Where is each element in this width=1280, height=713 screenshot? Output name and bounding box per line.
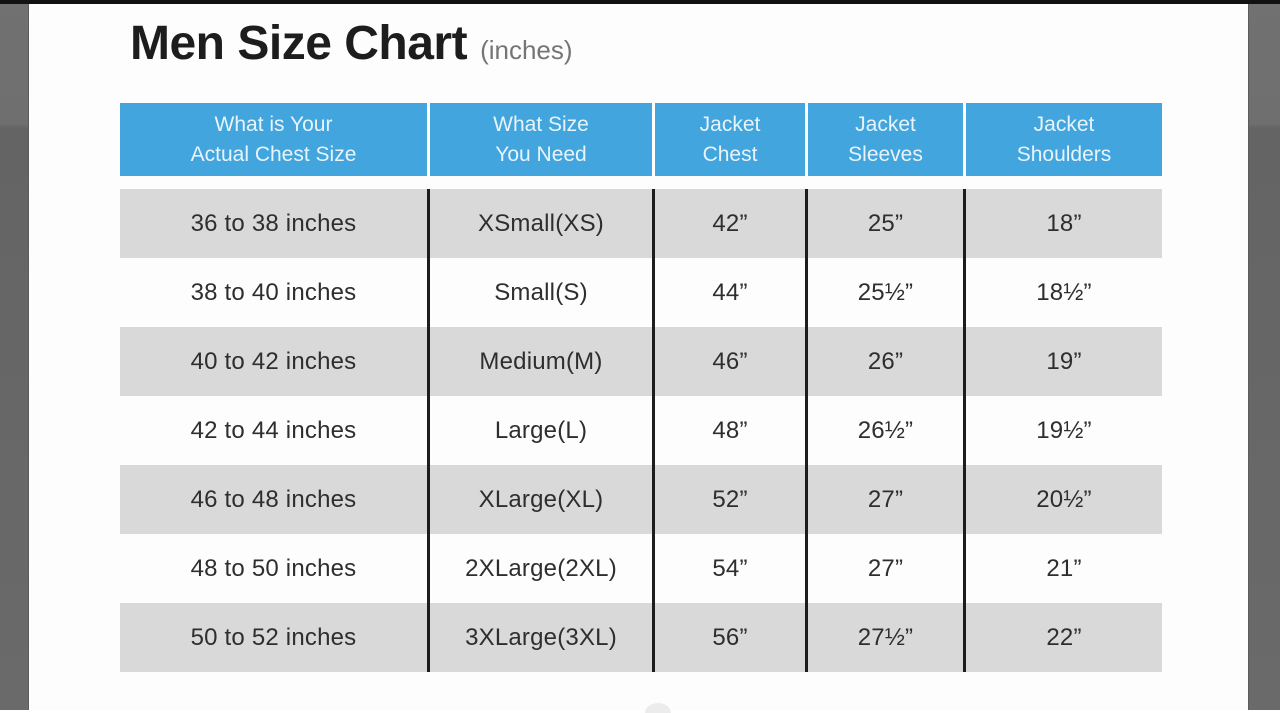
column-header-size-you-need: What Size You Need — [427, 103, 652, 176]
cell-jacket-chest: 48” — [652, 396, 805, 465]
cell-jacket-sleeves: 26½” — [805, 396, 963, 465]
header-line: Actual Chest Size — [190, 142, 357, 166]
header-line: What Size — [493, 112, 589, 136]
table-row: 50 to 52 inches 3XLarge(3XL) 56” 27½” 22… — [120, 603, 1162, 672]
table-row: 36 to 38 inches XSmall(XS) 42” 25” 18” — [120, 189, 1162, 258]
cell-jacket-chest: 52” — [652, 465, 805, 534]
men-size-chart-table: What is Your Actual Chest Size What Size… — [120, 103, 1162, 672]
header-line: What is Your — [214, 112, 333, 136]
cell-jacket-shoulders: 19½” — [963, 396, 1162, 465]
cell-jacket-sleeves: 27” — [805, 465, 963, 534]
cell-chest-size: 40 to 42 inches — [190, 347, 357, 375]
column-header-actual-chest-size: What is Your Actual Chest Size — [120, 103, 427, 176]
top-letterbox-strip — [0, 0, 1280, 4]
cell-jacket-chest: 56” — [652, 603, 805, 672]
page-title: Men Size Chart (inches) — [130, 16, 573, 71]
cell-size-name: XLarge(XL) — [427, 465, 652, 534]
table-row: 46 to 48 inches XLarge(XL) 52” 27” 20½” — [120, 465, 1162, 534]
cell-jacket-chest: 42” — [652, 189, 805, 258]
cell-jacket-shoulders: 18” — [963, 189, 1162, 258]
cell-size-name: 2XLarge(2XL) — [427, 534, 652, 603]
header-line: Jacket — [1033, 112, 1095, 136]
cell-jacket-shoulders: 19” — [963, 327, 1162, 396]
cell-jacket-sleeves: 26” — [805, 327, 963, 396]
cell-jacket-shoulders: 22” — [963, 603, 1162, 672]
cell-jacket-chest: 54” — [652, 534, 805, 603]
cell-chest-size: 36 to 38 inches — [190, 209, 357, 237]
header-line: Chest — [702, 142, 758, 166]
cell-size-name: Large(L) — [427, 396, 652, 465]
cell-jacket-sleeves: 25½” — [805, 258, 963, 327]
table-row: 48 to 50 inches 2XLarge(2XL) 54” 27” 21” — [120, 534, 1162, 603]
cell-size-name: 3XLarge(3XL) — [427, 603, 652, 672]
cell-jacket-shoulders: 21” — [963, 534, 1162, 603]
cell-size-name: XSmall(XS) — [427, 189, 652, 258]
header-line: You Need — [495, 142, 587, 166]
cell-size-name: Small(S) — [427, 258, 652, 327]
cell-jacket-chest: 44” — [652, 258, 805, 327]
cell-size-name: Medium(M) — [427, 327, 652, 396]
cutoff-bottom-element — [645, 703, 671, 713]
cell-jacket-shoulders: 20½” — [963, 465, 1162, 534]
cell-chest-size: 50 to 52 inches — [190, 623, 357, 651]
header-line: Sleeves — [848, 142, 923, 166]
cell-chest-size: 38 to 40 inches — [190, 278, 357, 306]
cell-jacket-sleeves: 25” — [805, 189, 963, 258]
cell-jacket-chest: 46” — [652, 327, 805, 396]
page-title-text: Men Size Chart — [130, 17, 468, 70]
cell-chest-size: 42 to 44 inches — [190, 416, 357, 444]
column-header-jacket-chest: Jacket Chest — [652, 103, 805, 176]
table-row: 40 to 42 inches Medium(M) 46” 26” 19” — [120, 327, 1162, 396]
header-line: Shoulders — [1016, 142, 1112, 166]
table-header-row: What is Your Actual Chest Size What Size… — [120, 103, 1162, 176]
cell-chest-size: 46 to 48 inches — [190, 485, 357, 513]
column-header-jacket-shoulders: Jacket Shoulders — [963, 103, 1162, 176]
header-line: Jacket — [699, 112, 761, 136]
page-title-unit-note: (inches) — [480, 35, 573, 65]
column-header-jacket-sleeves: Jacket Sleeves — [805, 103, 963, 176]
table-row: 42 to 44 inches Large(L) 48” 26½” 19½” — [120, 396, 1162, 465]
header-line: Jacket — [855, 112, 916, 136]
table-row: 38 to 40 inches Small(S) 44” 25½” 18½” — [120, 258, 1162, 327]
cell-jacket-sleeves: 27½” — [805, 603, 963, 672]
left-letterbox-bar — [0, 0, 29, 710]
cell-jacket-shoulders: 18½” — [963, 258, 1162, 327]
right-letterbox-bar — [1248, 0, 1280, 710]
table-body: 36 to 38 inches XSmall(XS) 42” 25” 18” 3… — [120, 189, 1162, 672]
cell-jacket-sleeves: 27” — [805, 534, 963, 603]
cell-chest-size: 48 to 50 inches — [190, 554, 357, 582]
